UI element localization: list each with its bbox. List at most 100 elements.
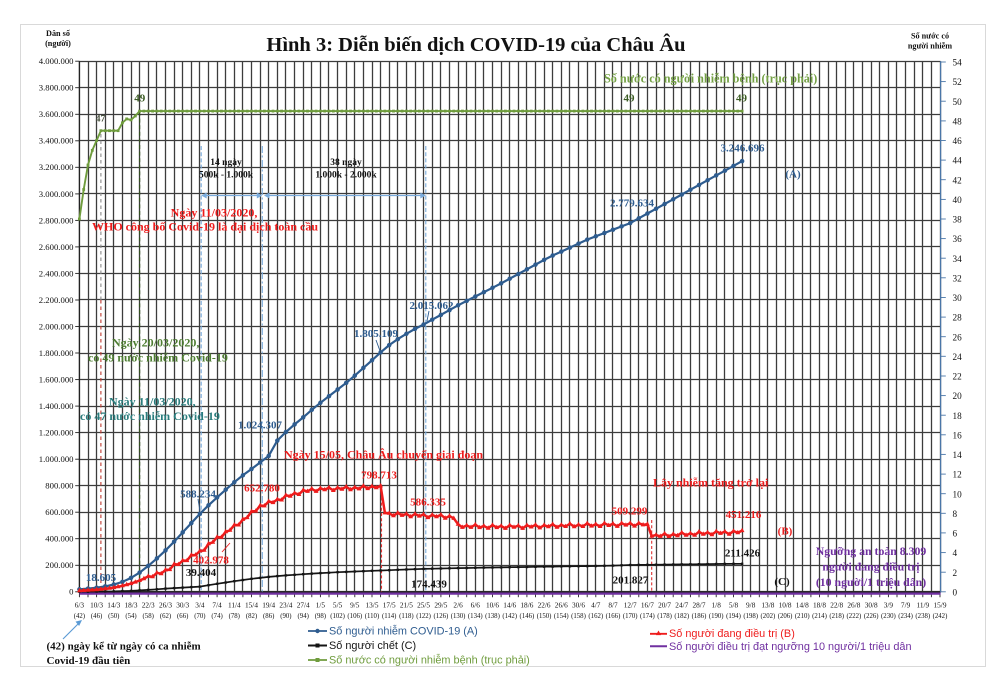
svg-text:(66): (66) (177, 613, 188, 620)
svg-text:18/3: 18/3 (125, 601, 138, 610)
svg-text:21/5: 21/5 (400, 601, 413, 610)
svg-text:28: 28 (953, 313, 963, 323)
svg-text:(102): (102) (330, 613, 345, 620)
svg-text:(122): (122) (416, 613, 431, 620)
svg-text:(234): (234) (898, 613, 913, 620)
svg-text:Ngày 11/03/2020,: Ngày 11/03/2020, (109, 395, 196, 409)
svg-text:5/8: 5/8 (729, 601, 739, 610)
svg-text:16/7: 16/7 (641, 601, 654, 610)
svg-text:Số nước có người nhiễm bệnh (t: Số nước có người nhiễm bệnh (trục phải) (329, 654, 530, 667)
svg-text:46: 46 (953, 136, 963, 146)
svg-text:48: 48 (953, 117, 963, 127)
svg-text:7/4: 7/4 (212, 601, 222, 610)
svg-text:588.234: 588.234 (180, 489, 216, 501)
svg-text:38: 38 (953, 215, 963, 225)
svg-text:(82): (82) (246, 613, 257, 620)
svg-text:24/7: 24/7 (675, 601, 688, 610)
svg-text:200.000: 200.000 (45, 560, 74, 570)
svg-text:25/5: 25/5 (417, 601, 430, 610)
svg-text:500k - 1.000k: 500k - 1.000k (199, 171, 254, 181)
svg-text:13/8: 13/8 (761, 601, 774, 610)
svg-text:Số người nhiễm COVID-19 (A): Số người nhiễm COVID-19 (A) (329, 625, 478, 638)
svg-text:22/3: 22/3 (142, 601, 155, 610)
svg-text:14/3: 14/3 (107, 601, 120, 610)
svg-text:(242): (242) (933, 613, 948, 620)
svg-text:WHO công bố Covid-19 là đại dị: WHO công bố Covid-19 là đại dịch toàn cầ… (92, 220, 318, 234)
svg-text:54: 54 (953, 58, 963, 68)
svg-text:52: 52 (953, 77, 963, 87)
svg-text:(146): (146) (520, 613, 535, 620)
svg-text:(178): (178) (657, 613, 672, 620)
svg-text:(158): (158) (571, 613, 586, 620)
svg-text:1/5: 1/5 (316, 601, 326, 610)
svg-text:có 49 nước nhiễm Covid-19: có 49 nước nhiễm Covid-19 (88, 351, 228, 365)
svg-text:28/7: 28/7 (693, 601, 706, 610)
svg-text:6/3: 6/3 (75, 601, 85, 610)
svg-text:(58): (58) (143, 613, 154, 620)
svg-text:(142): (142) (502, 613, 517, 620)
svg-text:18: 18 (953, 411, 963, 421)
svg-text:38 ngày: 38 ngày (330, 158, 362, 168)
svg-text:(10 người/1 triệu dân): (10 người/1 triệu dân) (816, 575, 926, 589)
svg-text:Ngày 11/03/2020,: Ngày 11/03/2020, (171, 206, 258, 220)
svg-text:13/5: 13/5 (366, 601, 379, 610)
svg-text:(154): (154) (554, 613, 569, 620)
svg-text:24: 24 (953, 352, 963, 362)
svg-text:9/5: 9/5 (350, 601, 360, 610)
svg-text:509.299: 509.299 (612, 506, 648, 518)
svg-text:49: 49 (736, 93, 748, 105)
svg-text:(62): (62) (160, 613, 171, 620)
svg-text:(150): (150) (537, 613, 552, 620)
svg-text:12: 12 (953, 470, 963, 480)
svg-text:(50): (50) (108, 613, 119, 620)
svg-text:32: 32 (953, 273, 963, 283)
svg-text:(B): (B) (778, 526, 793, 538)
svg-text:20/7: 20/7 (658, 601, 671, 610)
svg-text:0: 0 (953, 587, 958, 597)
svg-text:(166): (166) (606, 613, 621, 620)
svg-text:2.800.000: 2.800.000 (39, 215, 74, 225)
svg-text:(210): (210) (795, 613, 810, 620)
svg-text:50: 50 (953, 97, 963, 107)
svg-text:(162): (162) (588, 613, 603, 620)
svg-text:400.000: 400.000 (45, 534, 74, 544)
svg-text:402.978: 402.978 (193, 555, 229, 567)
svg-text:1.600.000: 1.600.000 (39, 375, 74, 385)
svg-text:3.600.000: 3.600.000 (39, 109, 74, 119)
svg-text:(182): (182) (674, 613, 689, 620)
svg-text:(206): (206) (778, 613, 793, 620)
svg-text:30/8: 30/8 (865, 601, 878, 610)
svg-text:15/4: 15/4 (245, 601, 258, 610)
svg-text:Hình 3: Diễn biến dịch COVID-1: Hình 3: Diễn biến dịch COVID-19 của Châu… (266, 32, 685, 56)
svg-text:1.024.307: 1.024.307 (238, 420, 283, 432)
svg-text:174.439: 174.439 (411, 579, 447, 591)
svg-text:27/4: 27/4 (297, 601, 310, 610)
svg-text:800.000: 800.000 (45, 481, 74, 491)
svg-text:49: 49 (134, 93, 146, 105)
svg-text:29/5: 29/5 (434, 601, 447, 610)
svg-text:4/7: 4/7 (591, 601, 601, 610)
svg-text:(230): (230) (881, 613, 896, 620)
svg-text:3/4: 3/4 (195, 601, 205, 610)
svg-text:16: 16 (953, 430, 963, 440)
svg-text:34: 34 (953, 254, 963, 264)
svg-text:3.400.000: 3.400.000 (39, 136, 74, 146)
svg-text:2.015.062: 2.015.062 (410, 300, 455, 312)
svg-text:(170): (170) (623, 613, 638, 620)
svg-text:42: 42 (953, 175, 963, 185)
svg-text:(126): (126) (434, 613, 449, 620)
svg-text:1/8: 1/8 (712, 601, 722, 610)
svg-text:3.246.696: 3.246.696 (721, 143, 766, 155)
svg-text:2.200.000: 2.200.000 (39, 295, 74, 305)
svg-text:(226): (226) (864, 613, 879, 620)
svg-text:(42): (42) (74, 613, 85, 620)
svg-text:10/3: 10/3 (90, 601, 103, 610)
svg-text:Số người chết (C): Số người chết (C) (329, 640, 416, 652)
svg-text:40: 40 (953, 195, 963, 205)
svg-text:(134): (134) (468, 613, 483, 620)
svg-text:451.216: 451.216 (726, 509, 762, 521)
svg-text:22: 22 (953, 372, 963, 382)
svg-text:44: 44 (953, 156, 963, 166)
svg-text:(74): (74) (211, 613, 222, 620)
svg-text:Số người điều trị đạt ngưỡng 1: Số người điều trị đạt ngưỡng 10 người/1 … (669, 641, 912, 653)
